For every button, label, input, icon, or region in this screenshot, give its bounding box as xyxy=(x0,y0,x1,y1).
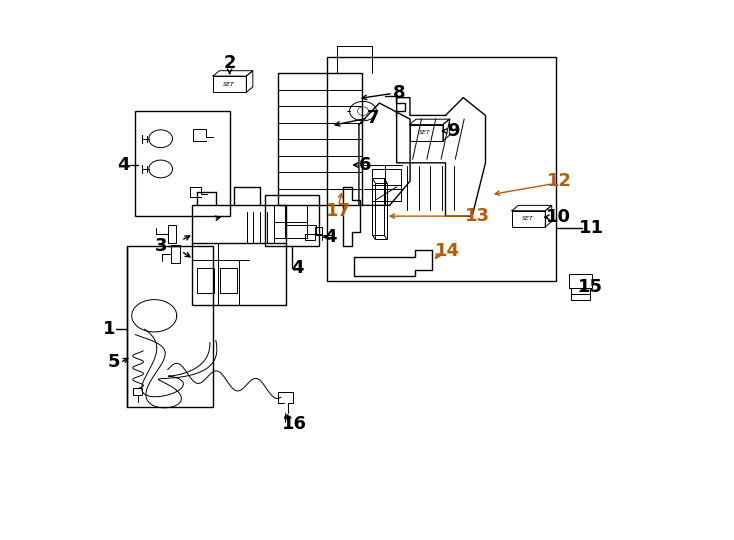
Bar xyxy=(570,288,590,300)
Text: 4: 4 xyxy=(324,228,337,246)
Bar xyxy=(192,205,286,305)
Bar xyxy=(135,111,230,216)
Bar xyxy=(275,205,307,238)
Text: 13: 13 xyxy=(465,207,490,225)
Bar xyxy=(410,125,443,141)
Text: 9: 9 xyxy=(447,122,459,140)
Text: 1: 1 xyxy=(103,320,116,338)
Bar xyxy=(213,76,247,92)
Bar xyxy=(371,169,401,201)
Text: 4: 4 xyxy=(117,156,130,174)
Bar xyxy=(220,268,237,293)
Bar xyxy=(278,73,362,205)
Text: SET: SET xyxy=(222,82,235,87)
Bar xyxy=(127,246,214,407)
Text: SET: SET xyxy=(419,130,431,135)
Text: 5: 5 xyxy=(108,353,120,370)
Text: 12: 12 xyxy=(548,172,573,190)
Bar xyxy=(265,194,319,246)
Text: 2: 2 xyxy=(223,53,236,72)
Text: SET: SET xyxy=(522,217,534,221)
Bar xyxy=(512,211,545,227)
Text: 3: 3 xyxy=(155,237,167,255)
Bar xyxy=(197,268,214,293)
Text: 17: 17 xyxy=(326,202,351,220)
Text: 11: 11 xyxy=(578,219,603,237)
Bar xyxy=(375,183,387,239)
Text: 16: 16 xyxy=(282,415,307,433)
Text: 6: 6 xyxy=(359,156,371,174)
Bar xyxy=(327,57,556,281)
Bar xyxy=(569,274,592,288)
Text: 14: 14 xyxy=(435,242,460,260)
Text: 10: 10 xyxy=(545,208,571,226)
Bar xyxy=(372,178,384,235)
Text: 15: 15 xyxy=(578,278,603,296)
Text: 8: 8 xyxy=(393,84,405,103)
Bar xyxy=(133,388,142,395)
Text: 7: 7 xyxy=(367,109,379,127)
Text: 4: 4 xyxy=(291,259,303,278)
